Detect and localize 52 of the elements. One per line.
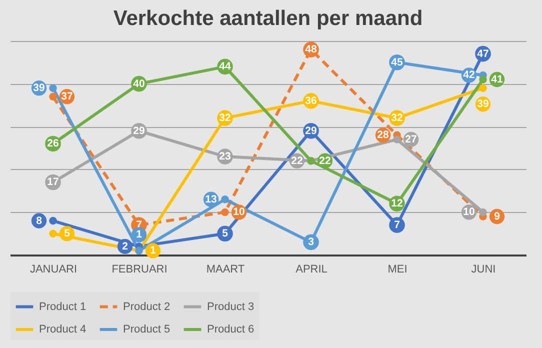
data-label: 8 bbox=[36, 214, 42, 227]
legend-label: Product 1 bbox=[39, 300, 86, 313]
x-tick-label: APRIL bbox=[296, 264, 328, 276]
data-label: 5 bbox=[222, 228, 228, 240]
data-label: 17 bbox=[47, 176, 59, 188]
data-label: 45 bbox=[391, 56, 403, 68]
x-tick-label: MAART bbox=[206, 264, 245, 276]
data-label: 36 bbox=[305, 94, 317, 107]
data-label: 40 bbox=[133, 78, 145, 90]
data-label: 22 bbox=[319, 154, 331, 167]
data-label: 42 bbox=[463, 69, 475, 82]
legend-label: Product 5 bbox=[123, 324, 170, 336]
legend-label: Product 2 bbox=[123, 300, 170, 313]
legend-label: Product 6 bbox=[207, 324, 254, 336]
data-label: 26 bbox=[47, 138, 59, 150]
data-label: 22 bbox=[291, 154, 303, 167]
data-label: 23 bbox=[219, 150, 231, 163]
x-tick-label: JANUARI bbox=[30, 264, 78, 276]
data-label: 48 bbox=[305, 44, 317, 56]
data-label: 12 bbox=[391, 198, 403, 210]
x-tick-label: FEBRUARI bbox=[112, 264, 168, 276]
data-label: 1 bbox=[150, 244, 156, 257]
data-label: 27 bbox=[405, 133, 417, 146]
data-label: 7 bbox=[394, 219, 400, 232]
point bbox=[221, 195, 229, 204]
data-label: 9 bbox=[494, 210, 500, 222]
data-label: 37 bbox=[61, 90, 73, 103]
data-label: 32 bbox=[391, 112, 403, 124]
data-label: 39 bbox=[33, 82, 45, 94]
legend-label: Product 4 bbox=[39, 324, 86, 336]
data-label: 29 bbox=[133, 124, 145, 137]
data-label: 28 bbox=[377, 129, 389, 142]
data-label: 3 bbox=[308, 236, 314, 248]
data-label: 10 bbox=[233, 206, 245, 218]
data-label: 13 bbox=[205, 193, 217, 206]
x-tick-label: MEI bbox=[388, 264, 408, 276]
data-label: 32 bbox=[219, 112, 231, 124]
data-label: 41 bbox=[491, 74, 503, 86]
data-label: 29 bbox=[305, 124, 317, 137]
data-label: 5 bbox=[64, 228, 70, 240]
point bbox=[49, 92, 57, 101]
data-label: 47 bbox=[477, 48, 489, 60]
data-label: 39 bbox=[477, 98, 489, 110]
data-label: 2 bbox=[122, 240, 128, 252]
legend-label: Product 3 bbox=[207, 300, 254, 313]
data-label: 10 bbox=[463, 206, 475, 218]
chart-title: Verkochte aantallen per maand bbox=[113, 7, 423, 30]
data-label: 44 bbox=[219, 60, 231, 73]
point bbox=[221, 208, 229, 216]
x-tick-label: JUNI bbox=[471, 264, 496, 276]
data-label: 1 bbox=[136, 228, 142, 241]
point bbox=[49, 84, 57, 92]
